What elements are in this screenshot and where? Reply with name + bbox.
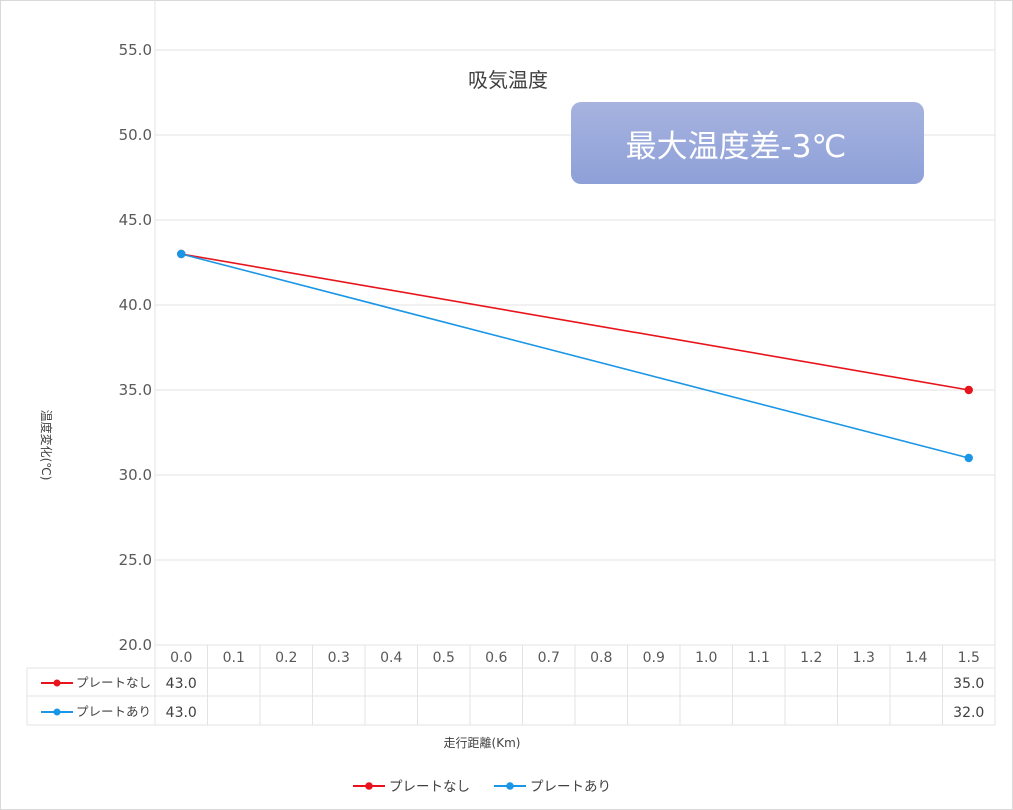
table-series-label: プレートあり bbox=[76, 704, 151, 719]
y-tick-label: 50.0 bbox=[119, 126, 152, 144]
x-tick-label: 0.7 bbox=[538, 650, 560, 666]
y-tick-label: 30.0 bbox=[119, 466, 152, 484]
annotation-text: 最大温度差-3℃ bbox=[626, 129, 847, 165]
x-tick-label: 0.9 bbox=[643, 650, 665, 666]
y-tick-label: 40.0 bbox=[119, 296, 152, 314]
table-series-swatch-marker bbox=[53, 679, 61, 687]
y-tick-label: 20.0 bbox=[119, 636, 152, 654]
x-tick-label: 0.1 bbox=[223, 650, 245, 666]
x-tick-label: 0.2 bbox=[275, 650, 297, 666]
table-cell: 35.0 bbox=[953, 676, 984, 692]
annotation-box: 最大温度差-3℃ bbox=[571, 102, 924, 184]
annotation-background bbox=[571, 102, 924, 184]
x-tick-label: 1.1 bbox=[748, 650, 770, 666]
data-point bbox=[964, 385, 973, 395]
y-tick-label: 25.0 bbox=[119, 551, 152, 569]
data-point bbox=[964, 453, 973, 463]
legend: プレートなし プレートあり bbox=[353, 779, 611, 795]
x-tick-label: 1.0 bbox=[695, 650, 717, 666]
x-tick-label: 0.5 bbox=[433, 650, 455, 666]
legend-label: プレートあり bbox=[530, 779, 611, 795]
x-axis-label: 走行距離(Km) bbox=[444, 736, 521, 750]
y-tick-label: 35.0 bbox=[119, 381, 152, 399]
y-tick-label: 55.0 bbox=[119, 41, 152, 59]
table-cell: 43.0 bbox=[166, 705, 197, 721]
series-line bbox=[181, 253, 969, 391]
x-tick-label: 0.0 bbox=[170, 650, 192, 666]
table-series-label: プレートなし bbox=[76, 675, 151, 690]
x-tick-label: 1.3 bbox=[853, 650, 875, 666]
y-tick-label: 45.0 bbox=[119, 211, 152, 229]
x-tick-label: 0.6 bbox=[485, 650, 507, 666]
x-tick-label: 1.4 bbox=[905, 650, 927, 666]
chart-title: 吸気温度 bbox=[468, 68, 548, 92]
series-line bbox=[181, 253, 969, 459]
x-tick-label: 0.4 bbox=[380, 650, 402, 666]
table-cell: 32.0 bbox=[953, 705, 984, 721]
x-tick-label: 1.5 bbox=[958, 650, 980, 666]
legend-label: プレートなし bbox=[389, 779, 470, 795]
y-axis-label: 温度変化(℃) bbox=[39, 410, 54, 481]
legend-swatch-marker bbox=[506, 782, 514, 790]
legend-swatch-marker bbox=[365, 782, 373, 790]
data-point bbox=[177, 249, 186, 259]
x-tick-label: 1.2 bbox=[800, 650, 822, 666]
table-cell: 43.0 bbox=[166, 676, 197, 692]
table-series-swatch-marker bbox=[53, 708, 61, 716]
x-tick-label: 0.8 bbox=[590, 650, 612, 666]
x-tick-label: 0.3 bbox=[328, 650, 350, 666]
